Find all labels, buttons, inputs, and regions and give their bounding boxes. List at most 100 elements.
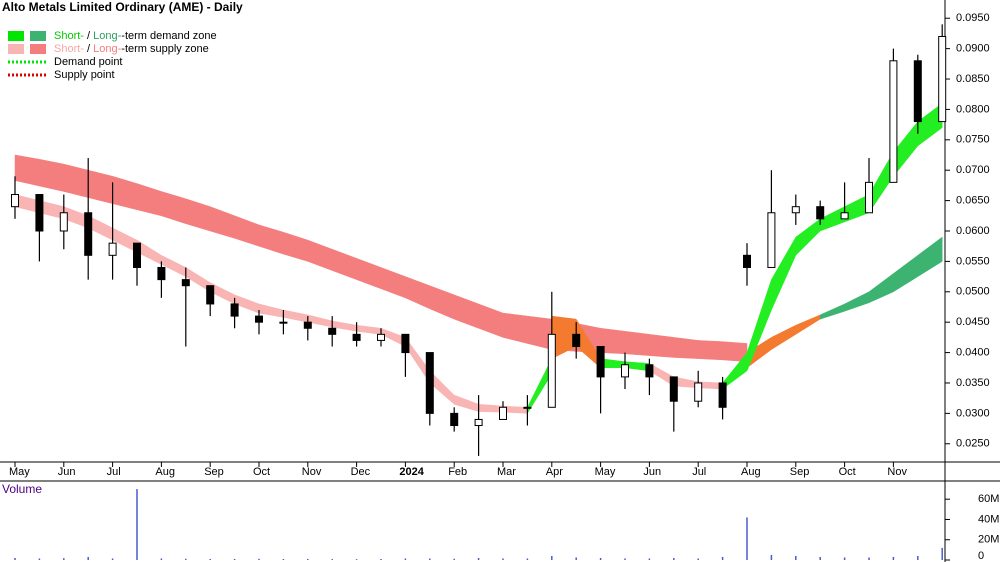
- candle-body: [523, 406, 532, 409]
- x-tick-label: Sep: [204, 466, 224, 478]
- candle-body: [230, 303, 239, 317]
- candle-body: [669, 376, 678, 402]
- y-tick-label: 0.0800: [956, 103, 990, 115]
- legend-label: Short- / Long--term demand zone: [54, 30, 217, 42]
- legend-text: Supply point: [54, 69, 115, 81]
- candle-body: [157, 266, 166, 281]
- x-tick-label: Jul: [107, 466, 121, 478]
- candle-body: [865, 181, 873, 214]
- candle-body: [743, 254, 751, 268]
- legend-text: Short-: [54, 30, 84, 42]
- candle-body: [450, 412, 459, 427]
- y-tick-label: 0.0950: [956, 12, 990, 24]
- y-tick-label: 0.0700: [956, 164, 990, 176]
- x-tick-label: Dec: [351, 466, 371, 478]
- legend-label: Supply point: [54, 69, 115, 81]
- x-tick-label: Sep: [790, 466, 810, 478]
- x-tick-label: Nov: [302, 466, 322, 478]
- candle-body: [181, 279, 190, 287]
- candle-body: [816, 206, 825, 220]
- candle-body: [889, 60, 898, 183]
- chart-title: Alto Metals Limited Ordinary (AME) - Dai…: [2, 0, 243, 14]
- y-tick-label: 0.0600: [956, 225, 990, 237]
- candle-body: [938, 35, 947, 123]
- y-tick-label: 20M: [978, 534, 999, 546]
- legend-text: -term demand zone: [121, 30, 216, 42]
- zone-band: [722, 102, 943, 390]
- x-tick-label: Feb: [448, 466, 467, 478]
- y-tick-label: 0.0400: [956, 346, 990, 358]
- candle-body: [401, 333, 410, 354]
- volume-label: Volume: [2, 482, 42, 496]
- candle-body: [767, 212, 776, 268]
- candle-body: [791, 206, 800, 214]
- y-tick-label: 0.0500: [956, 286, 990, 298]
- x-tick-label: Oct: [253, 466, 270, 478]
- y-tick-label: 0.0850: [956, 73, 990, 85]
- x-tick-label: Jul: [692, 466, 706, 478]
- candle-body: [108, 242, 117, 256]
- y-tick-label: 0.0300: [956, 407, 990, 419]
- candle-body: [718, 382, 727, 408]
- candle-body: [328, 327, 337, 335]
- candle-body: [303, 321, 312, 329]
- y-tick-label: 0: [978, 550, 984, 562]
- legend-text: /: [84, 43, 93, 55]
- candle-body: [352, 333, 361, 341]
- legend-label: Demand point: [54, 56, 123, 68]
- candle-body: [840, 212, 849, 220]
- x-tick-label: Mar: [497, 466, 516, 478]
- candle-body: [11, 194, 19, 208]
- y-tick-label: 0.0900: [956, 43, 990, 55]
- y-tick-label: 0.0750: [956, 134, 990, 146]
- legend-text: -term supply zone: [121, 43, 208, 55]
- x-tick-label: Jun: [643, 466, 661, 478]
- legend-text: Demand point: [54, 56, 123, 68]
- y-tick-label: 0.0350: [956, 377, 990, 389]
- candle-body: [35, 194, 44, 232]
- legend-swatch: [8, 44, 24, 54]
- candle-body: [645, 364, 654, 378]
- candle-body: [425, 352, 434, 414]
- y-tick-label: 0.0550: [956, 255, 990, 267]
- candle-body: [596, 346, 605, 378]
- candle-body: [474, 418, 483, 427]
- y-tick-label: 40M: [978, 513, 999, 525]
- candle-body: [279, 321, 288, 324]
- y-tick-label: 0.0450: [956, 316, 990, 328]
- y-tick-label: 0.0650: [956, 195, 990, 207]
- candle-body: [84, 212, 93, 256]
- candle-body: [621, 364, 629, 378]
- x-tick-label: Aug: [741, 466, 761, 478]
- y-tick-label: 0.0250: [956, 438, 990, 450]
- x-tick-label: May: [9, 466, 30, 478]
- candle-body: [255, 315, 263, 323]
- candle-body: [694, 382, 703, 402]
- legend-text: Long-: [93, 30, 121, 42]
- candle-body: [913, 60, 922, 123]
- legend-label: Short- / Long--term supply zone: [54, 43, 209, 55]
- x-tick-label: May: [595, 466, 616, 478]
- y-tick-label: 60M: [978, 493, 999, 505]
- x-tick-label: Apr: [546, 466, 563, 478]
- zone-band: [819, 236, 943, 320]
- candle-body: [133, 242, 141, 268]
- x-tick-label: 2024: [399, 466, 424, 478]
- candle-body: [377, 333, 385, 341]
- x-tick-label: Jun: [58, 466, 76, 478]
- legend-text: /: [84, 30, 93, 42]
- candle-body: [206, 285, 215, 305]
- candle-body: [572, 333, 581, 347]
- x-tick-label: Nov: [887, 466, 907, 478]
- legend-swatch: [8, 31, 24, 41]
- x-tick-label: Aug: [155, 466, 175, 478]
- legend-swatch: [30, 44, 46, 54]
- legend-text: Long-: [93, 43, 121, 55]
- legend-swatch: [30, 31, 46, 41]
- legend-text: Short-: [54, 43, 84, 55]
- x-tick-label: Oct: [839, 466, 856, 478]
- candle-body: [59, 212, 68, 232]
